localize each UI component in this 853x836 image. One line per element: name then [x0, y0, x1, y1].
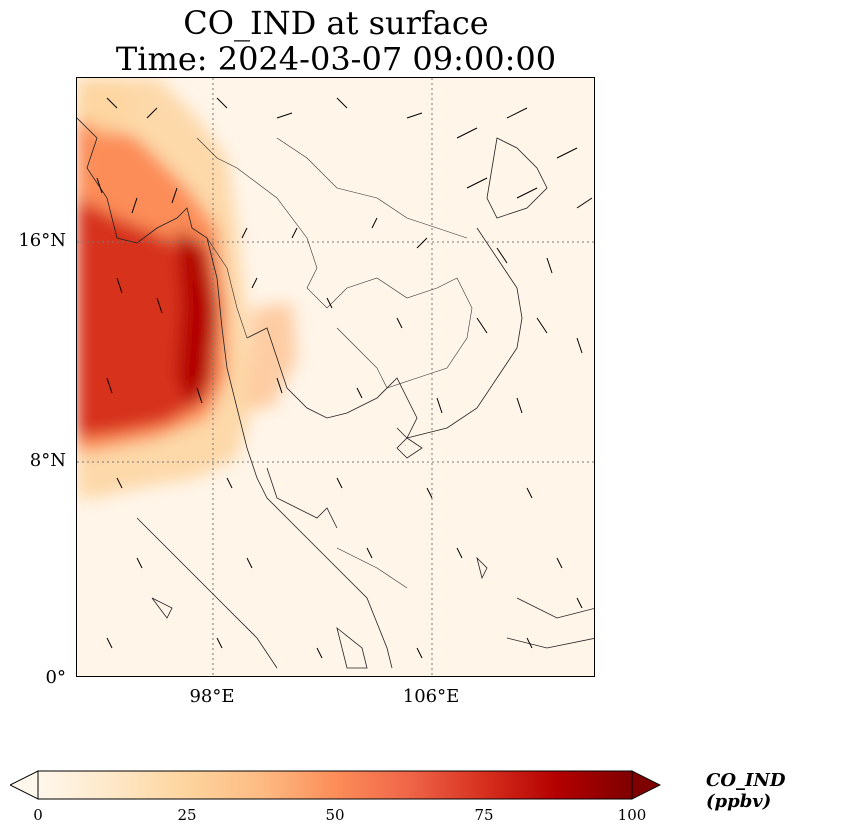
- coastlines: [77, 117, 594, 669]
- country-borders: [196, 137, 473, 589]
- colorbar: [8, 770, 662, 800]
- colorbar-label: CO_IND (ppbv): [706, 770, 786, 812]
- colorbar-gradient: [37, 770, 633, 800]
- lon-tick-98e: 98°E: [189, 686, 235, 707]
- map-canvas: [77, 78, 594, 676]
- colorbar-extend-high: [631, 770, 662, 800]
- colorbar-tick-100: 100: [617, 806, 647, 824]
- colorbar-tick-50: 50: [325, 806, 345, 824]
- wind-vectors: [96, 97, 593, 659]
- colorbar-extend-low: [8, 770, 39, 800]
- gridlines: [77, 78, 594, 676]
- colorbar-tick-25: 25: [177, 806, 197, 824]
- map-subtitle-time: Time: 2024-03-07 09:00:00: [115, 40, 557, 78]
- lat-tick-8n: 8°N: [29, 450, 66, 471]
- lon-tick-106e: 106°E: [402, 686, 460, 707]
- colorbar-tick-0: 0: [33, 806, 43, 824]
- map-plot-area: [76, 77, 595, 677]
- colorbar-tick-75: 75: [474, 806, 494, 824]
- lat-tick-16n: 16°N: [18, 230, 66, 251]
- lat-tick-0: 0°: [45, 667, 66, 688]
- map-title: CO_IND at surface: [183, 4, 489, 42]
